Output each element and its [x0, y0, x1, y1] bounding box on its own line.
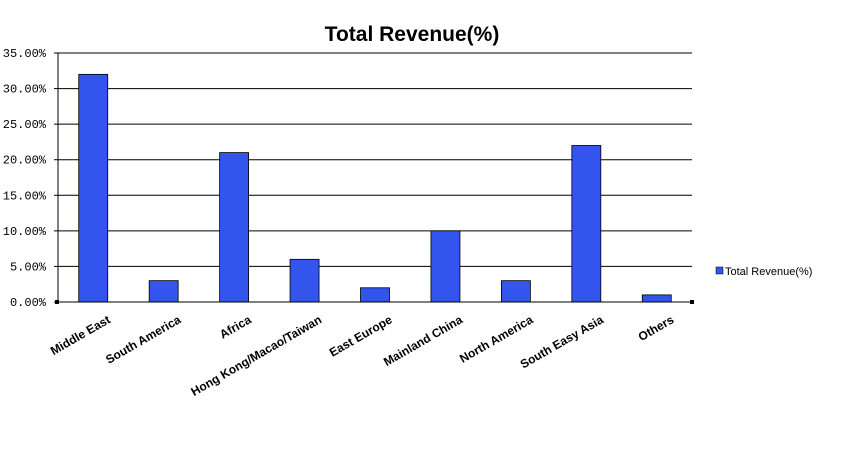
bar — [360, 287, 390, 303]
bar — [289, 258, 320, 303]
y-tick-label: 15.00% — [3, 189, 47, 203]
axis-end-marker — [55, 300, 59, 304]
y-tick-label: 35.00% — [3, 47, 47, 61]
bar — [430, 230, 461, 303]
category-label: Africa — [217, 312, 254, 341]
bar — [571, 145, 602, 303]
legend-swatch — [715, 266, 724, 275]
chart-title: Total Revenue(%) — [325, 23, 500, 46]
category-label: Mainland China — [381, 312, 465, 369]
category-label: Others — [636, 312, 677, 344]
y-tick-label: 10.00% — [3, 225, 47, 239]
bar — [219, 152, 250, 303]
legend: Total Revenue(%) — [715, 266, 812, 278]
axes — [55, 53, 694, 304]
category-label: Hong Kong/Macao/Taiwan — [188, 312, 324, 398]
bar — [641, 294, 672, 303]
grid-lines — [58, 52, 692, 267]
y-tick-label: 25.00% — [3, 118, 47, 132]
y-axis-ticks: 0.00% 5.00% 10.00% 15.00% 20.00% 25.00% 30.00%… — [3, 47, 58, 310]
y-tick-label: 30.00% — [3, 83, 47, 97]
category-label: East Europe — [327, 312, 395, 359]
bar — [78, 73, 109, 303]
bars — [78, 73, 672, 303]
legend-label: Total Revenue(%) — [725, 266, 812, 278]
category-label: South America — [103, 312, 183, 366]
axis-end-marker — [690, 300, 694, 304]
category-label: Middle East — [48, 312, 113, 357]
bar — [500, 280, 531, 303]
y-tick-label: 20.00% — [3, 154, 47, 168]
bar — [148, 280, 179, 303]
y-tick-label: 5.00% — [10, 260, 47, 274]
y-tick-label: 0.00% — [10, 296, 47, 310]
